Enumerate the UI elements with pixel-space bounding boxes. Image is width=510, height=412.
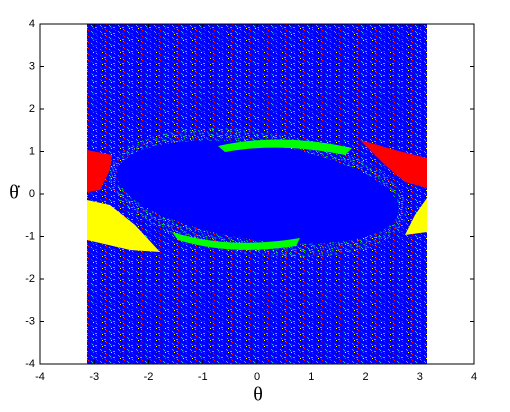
x-axis-label: θ (253, 384, 263, 406)
x-tick-label: -4 (35, 371, 45, 383)
x-tick-label: 4 (471, 371, 477, 383)
y-axis-label: θ̇ (9, 182, 21, 204)
y-tick-label: 1 (29, 145, 35, 157)
y-tick-label: 0 (29, 188, 35, 200)
y-tick-label: -3 (25, 315, 35, 327)
x-tick-label: 0 (254, 371, 260, 383)
x-tick-label: -3 (89, 371, 99, 383)
x-tick-label: -1 (198, 371, 208, 383)
x-tick-label: 2 (362, 371, 368, 383)
y-tick-label: -4 (25, 358, 35, 370)
y-tick-label: -2 (25, 273, 35, 285)
y-tick-label: 2 (29, 103, 35, 115)
x-tick-label: -2 (144, 371, 154, 383)
x-tick-label: 3 (417, 371, 423, 383)
y-tick-label: -1 (25, 230, 35, 242)
y-tick-label: 4 (29, 18, 35, 30)
x-tick-label: 1 (308, 371, 314, 383)
basin-image (87, 24, 427, 364)
y-tick-label: 3 (29, 60, 35, 72)
